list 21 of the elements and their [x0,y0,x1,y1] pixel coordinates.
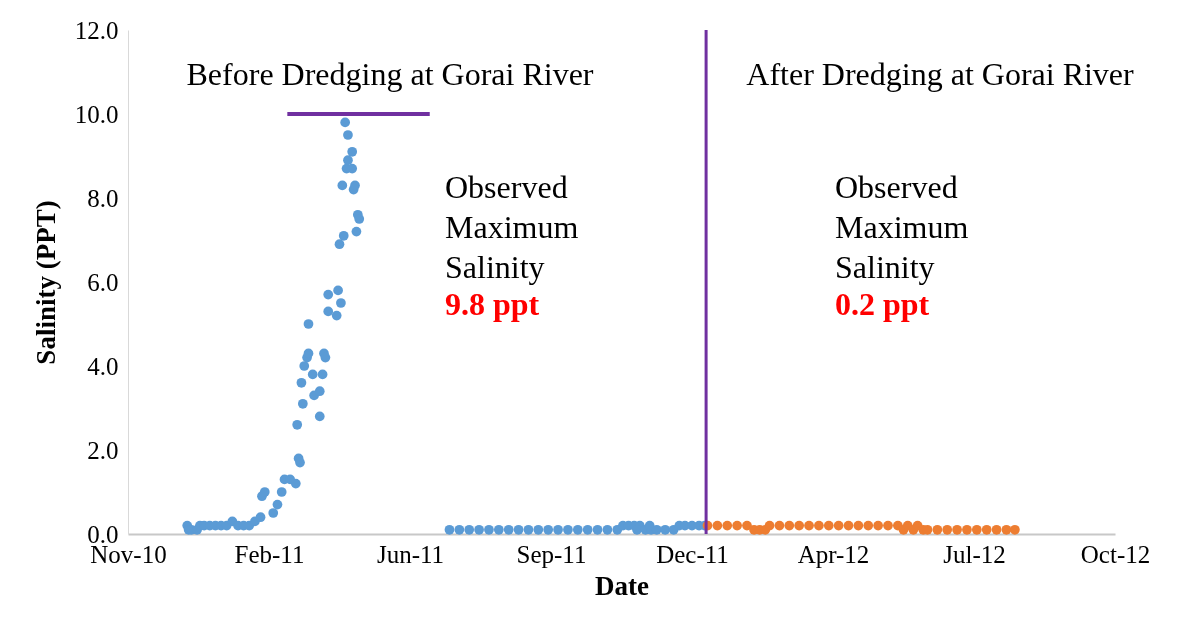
x-axis-title: Date [595,570,649,601]
y-tick-label: 4.0 [87,352,119,380]
y-tick-label: 10.0 [74,100,119,128]
annotation: Observed Maximum Salinity [835,169,969,285]
annotation: After Dredging at Gorai River [746,56,1135,92]
annotation: Before Dredging at Gorai River [186,56,594,92]
annotation: 9.8 ppt [445,286,540,322]
y-tick-label: 12.0 [74,16,119,44]
x-tick-label: Sep-11 [516,540,587,568]
x-tick-label: Oct-12 [1080,540,1151,568]
x-tick-label: Dec-11 [656,540,729,568]
y-tick-label: 2.0 [87,436,119,464]
annotation: 0.2 ppt [835,286,930,322]
x-tick-label: Feb-11 [234,540,305,568]
y-axis-title: Salinity (PPT) [30,200,61,365]
y-tick-label: 8.0 [87,184,119,212]
x-tick-label: Apr-12 [797,540,870,568]
annotation: Observed Maximum Salinity [445,169,579,285]
x-tick-label: Jul-12 [943,540,1006,568]
y-tick-label: 6.0 [87,268,119,296]
x-tick-label: Jun-11 [376,540,445,568]
